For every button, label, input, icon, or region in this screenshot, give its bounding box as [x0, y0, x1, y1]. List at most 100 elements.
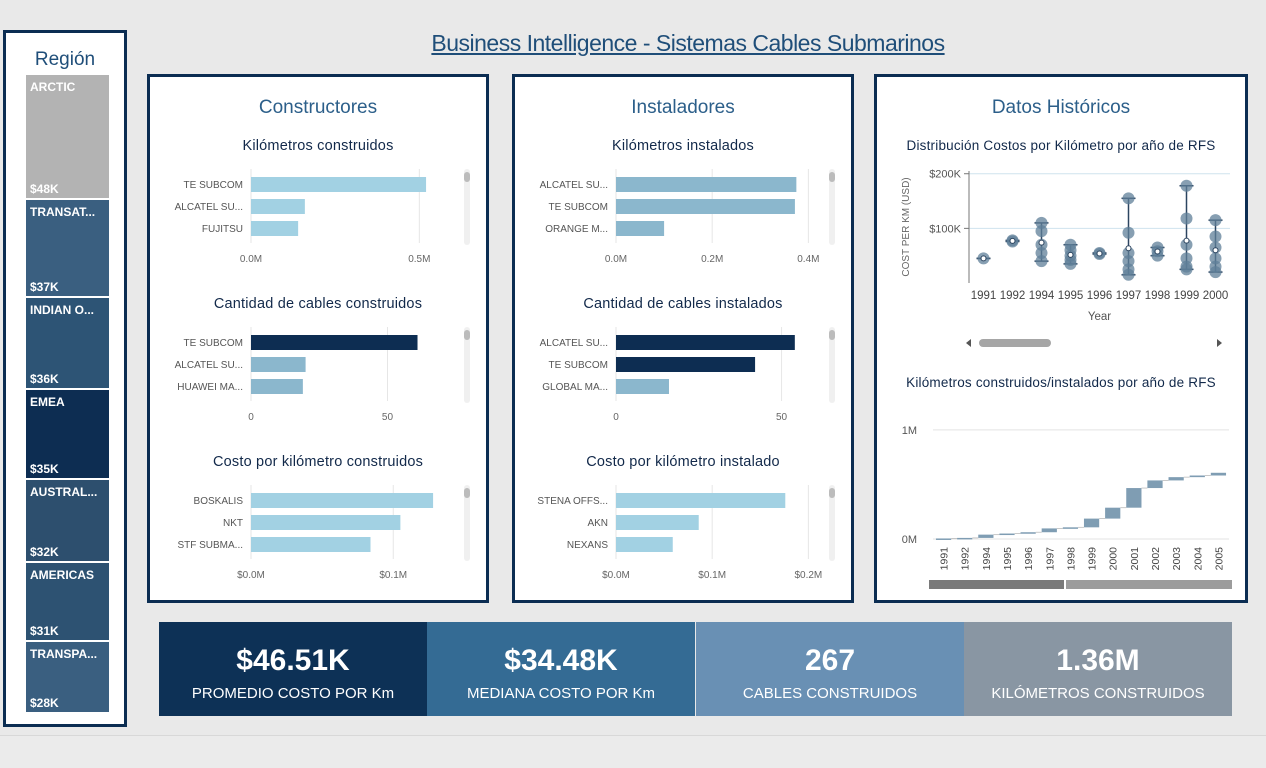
- x-tick-label: 1996: [1023, 547, 1035, 571]
- bar: [616, 515, 699, 530]
- region-tile-value: $31K: [30, 624, 59, 638]
- x-tick-label: 2003: [1171, 547, 1183, 571]
- x-tick-label: 2001: [1129, 547, 1141, 571]
- bar: [616, 537, 673, 552]
- dist-costos-title: Distribución Costos por Kilómetro por añ…: [906, 138, 1216, 153]
- bar: [616, 335, 795, 350]
- km-por-anio-chart[interactable]: 0M 1M 1991 1992 1994 1995 1996 1997 1998 1999 2000…: [877, 399, 1245, 595]
- costo-instalado-title: Costo por kilómetro instalado: [586, 454, 780, 470]
- category-label: ALCATEL SU...: [540, 338, 608, 349]
- data-point: [1209, 230, 1222, 243]
- waterfall-bar: [978, 534, 994, 538]
- x-tick-label: $0.1M: [698, 570, 726, 581]
- category-label: HUAWEI MA...: [177, 382, 243, 393]
- region-tile[interactable]: EMEA $35K: [26, 390, 109, 478]
- region-tile[interactable]: AMERICAS $31K: [26, 563, 109, 640]
- km-construidos-chart[interactable]: 0.0M 0.5M TE SUBCOM ALCATEL SU... FUJITSU: [150, 167, 486, 277]
- km-por-anio-title: Kilómetros construidos/instalados por añ…: [906, 375, 1216, 390]
- mean-marker: [1038, 239, 1045, 246]
- data-point: [1209, 214, 1222, 227]
- page-title: Business Intelligence - Sistemas Cables …: [431, 30, 945, 56]
- x-tick-label: 1992: [960, 547, 972, 571]
- region-tile[interactable]: ARCTIC $48K: [26, 75, 109, 198]
- category-label: TE SUBCOM: [549, 360, 608, 371]
- waterfall-bar: [1147, 480, 1163, 489]
- mean-marker: [1183, 237, 1190, 244]
- waterfall-bar: [957, 537, 973, 540]
- region-tile[interactable]: AUSTRAL... $32K: [26, 480, 109, 561]
- category-label: STENA OFFS...: [537, 496, 608, 507]
- footer-band: [0, 735, 1266, 768]
- km-instalados-title: Kilómetros instalados: [611, 138, 754, 154]
- y-tick-label: $100K: [929, 223, 961, 235]
- waterfall-bar: [999, 533, 1015, 536]
- x-tick-label: 1997: [1116, 290, 1142, 302]
- data-point: [1035, 255, 1048, 268]
- scrollbar-track: [829, 485, 835, 561]
- bar: [616, 357, 756, 372]
- data-point: [1122, 226, 1135, 239]
- region-tile[interactable]: INDIAN O... $36K: [26, 298, 109, 388]
- kpi-value: 267: [804, 644, 856, 677]
- historicos-panel: Datos Históricos Distribución Costos por…: [874, 74, 1248, 603]
- x-tick-label: 1995: [1002, 547, 1014, 571]
- kpi-value: $34.48K: [504, 644, 618, 677]
- costo-construidos-chart[interactable]: $0.0M $0.1M BOSKALIS NKT STF SUBMA...: [150, 483, 486, 593]
- x-tick-label: 2004: [1192, 547, 1204, 571]
- x-tick-label: 50: [776, 412, 788, 423]
- x-tick-label: 0.0M: [605, 254, 627, 265]
- region-tile[interactable]: TRANSPA... $28K: [26, 642, 109, 712]
- bar: [616, 379, 669, 394]
- scrollbar-thumb: [829, 488, 835, 498]
- x-tick-label: 1994: [981, 547, 993, 571]
- kpi-label: KILÓMETROS CONSTRUIDOS: [991, 685, 1205, 702]
- data-point: [1209, 266, 1222, 279]
- waterfall-bar: [1105, 507, 1121, 519]
- region-tile[interactable]: TRANSAT... $37K: [26, 200, 109, 296]
- category-label: ALCATEL SU...: [175, 202, 243, 213]
- x-tick-label: 1999: [1087, 547, 1099, 571]
- scrollbar-thumb: [464, 330, 470, 340]
- data-point: [1122, 268, 1135, 281]
- region-tile-name: AUSTRAL...: [30, 485, 98, 499]
- kpi-value: $46.51K: [236, 644, 350, 677]
- mean-marker: [980, 255, 987, 262]
- cant-construidos-chart[interactable]: 0 50 TE SUBCOM ALCATEL SU... HUAWEI MA...: [150, 325, 486, 435]
- kpi-label: CABLES CONSTRUIDOS: [742, 685, 918, 702]
- kpi-label: MEDIANA COSTO POR Km: [466, 685, 656, 702]
- bar: [251, 221, 299, 236]
- data-point: [1064, 257, 1077, 270]
- kpi-card: $34.48K MEDIANA COSTO POR Km: [427, 622, 695, 716]
- x-tick-label: 2000: [1203, 290, 1229, 302]
- region-tile-value: $28K: [30, 696, 59, 710]
- historicos-title: Datos Históricos: [991, 97, 1131, 118]
- region-tile-value: $36K: [30, 372, 59, 386]
- y-tick-label: $200K: [929, 169, 961, 181]
- region-title: Región: [34, 49, 96, 70]
- bar: [251, 493, 434, 508]
- x-tick-label: 2000: [1108, 547, 1120, 571]
- region-tile-name: AMERICAS: [30, 568, 95, 582]
- region-slicer: Región ARCTIC $48K TRANSAT... $37K INDIAN O.…: [3, 30, 127, 727]
- data-point: [1035, 225, 1048, 238]
- cant-instalados-chart[interactable]: 0 50 ALCATEL SU... TE SUBCOM GLOBAL MA...: [515, 325, 851, 435]
- kpi-card: 1.36M KILÓMETROS CONSTRUIDOS: [964, 622, 1232, 716]
- constructores-title: Constructores: [258, 97, 378, 118]
- mean-marker: [1067, 251, 1074, 258]
- waterfall-bar: [1168, 477, 1184, 481]
- x-tick-label: $0.1M: [379, 570, 407, 581]
- km-construidos-title: Kilómetros construidos: [242, 138, 394, 154]
- bar: [251, 177, 427, 192]
- y-tick-label: 0M: [902, 534, 917, 546]
- costo-construidos-title: Costo por kilómetro construidos: [212, 454, 424, 470]
- waterfall-bar: [1189, 475, 1205, 478]
- mean-marker: [1009, 237, 1016, 244]
- bar: [251, 335, 418, 350]
- scrollbar-track: [464, 327, 470, 403]
- km-instalados-chart[interactable]: 0.0M 0.2M 0.4M ALCATEL SU... TE SUBCOM ORANGE…: [515, 167, 851, 277]
- costo-instalado-chart[interactable]: $0.0M $0.1M $0.2M STENA OFFS... AKN NEXANS: [515, 483, 851, 593]
- region-tile-name: INDIAN O...: [30, 303, 95, 317]
- data-point: [1151, 249, 1164, 262]
- category-label: STF SUBMA...: [177, 540, 243, 551]
